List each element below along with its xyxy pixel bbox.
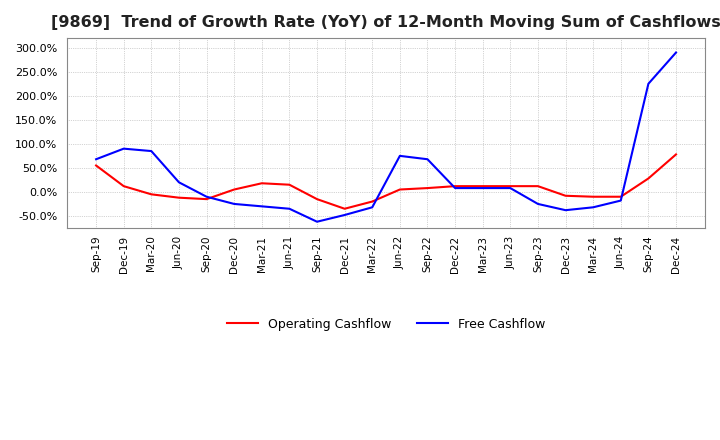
Operating Cashflow	[589, 194, 598, 199]
Free Cashflow	[147, 148, 156, 154]
Operating Cashflow	[258, 181, 266, 186]
Free Cashflow	[175, 180, 184, 185]
Free Cashflow	[230, 201, 238, 206]
Free Cashflow	[534, 201, 542, 206]
Free Cashflow	[561, 208, 570, 213]
Operating Cashflow	[506, 183, 515, 189]
Operating Cashflow	[395, 187, 404, 192]
Free Cashflow	[478, 185, 487, 191]
Legend: Operating Cashflow, Free Cashflow: Operating Cashflow, Free Cashflow	[222, 313, 550, 336]
Free Cashflow	[258, 204, 266, 209]
Operating Cashflow	[561, 193, 570, 198]
Operating Cashflow	[616, 194, 625, 199]
Free Cashflow	[451, 185, 459, 191]
Operating Cashflow	[368, 199, 377, 204]
Free Cashflow	[672, 50, 680, 55]
Free Cashflow	[395, 153, 404, 158]
Operating Cashflow	[202, 197, 211, 202]
Operating Cashflow	[341, 206, 349, 211]
Operating Cashflow	[120, 183, 128, 189]
Free Cashflow	[202, 194, 211, 199]
Free Cashflow	[285, 206, 294, 211]
Line: Operating Cashflow: Operating Cashflow	[96, 154, 676, 209]
Operating Cashflow	[312, 197, 321, 202]
Free Cashflow	[341, 213, 349, 218]
Operating Cashflow	[91, 163, 100, 168]
Line: Free Cashflow: Free Cashflow	[96, 52, 676, 222]
Free Cashflow	[423, 157, 432, 162]
Free Cashflow	[91, 157, 100, 162]
Free Cashflow	[589, 205, 598, 210]
Operating Cashflow	[451, 183, 459, 189]
Free Cashflow	[368, 205, 377, 210]
Operating Cashflow	[644, 176, 653, 181]
Free Cashflow	[616, 198, 625, 203]
Free Cashflow	[312, 219, 321, 224]
Operating Cashflow	[534, 183, 542, 189]
Title: [9869]  Trend of Growth Rate (YoY) of 12-Month Moving Sum of Cashflows: [9869] Trend of Growth Rate (YoY) of 12-…	[51, 15, 720, 30]
Operating Cashflow	[147, 192, 156, 197]
Free Cashflow	[644, 81, 653, 86]
Operating Cashflow	[423, 185, 432, 191]
Free Cashflow	[506, 185, 515, 191]
Operating Cashflow	[672, 152, 680, 157]
Operating Cashflow	[285, 182, 294, 187]
Operating Cashflow	[230, 187, 238, 192]
Operating Cashflow	[175, 195, 184, 200]
Free Cashflow	[120, 146, 128, 151]
Operating Cashflow	[478, 183, 487, 189]
